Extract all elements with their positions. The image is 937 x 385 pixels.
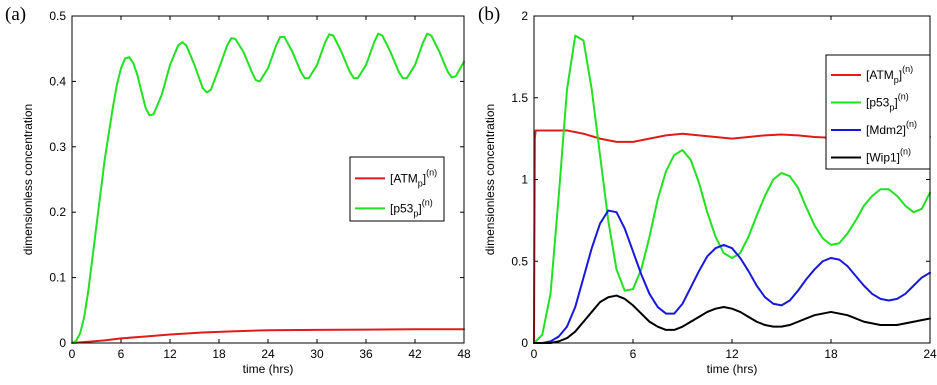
chart-a-xtick-label: 24	[261, 347, 275, 361]
chart-a-x-axis-label: time (hrs)	[243, 362, 294, 376]
chart-b-xtick-label: 24	[923, 347, 937, 361]
chart-b-panel-label: (b)	[478, 4, 500, 25]
chart-a-panel: (a) 0 6 12 18 24 30 36 42 48 0 0.1 0.2 0.3 0.4 0.5 time …	[5, 4, 471, 376]
chart-b-panel: (b) 0 6 12 18 24 0 0.5 1 1.5 2 time (hrs) dimensionl…	[478, 4, 937, 376]
chart-b-ytick-label: 0	[521, 336, 528, 350]
chart-b-ytick-label: 2	[521, 9, 528, 23]
chart-a-legend-box	[349, 156, 445, 222]
chart-b-legend-label-0: [ATMp](n)	[866, 64, 913, 85]
chart-a-legend: [ATMp](n) [p53p](n)	[349, 156, 445, 222]
chart-a-xtick-label: 30	[310, 347, 324, 361]
chart-b-ytick-label: 1.5	[511, 91, 528, 105]
chart-b-ytick-label: 1	[521, 173, 528, 187]
chart-a-xtick-label: 12	[163, 347, 177, 361]
chart-a-series-line-1	[71, 32, 465, 344]
chart-b-y-axis-label: dimensionless concentration	[483, 104, 497, 255]
chart-a-y-axis-label: dimensionless concentration	[21, 104, 35, 255]
chart-a-xtick-label: 0	[69, 347, 76, 361]
chart-a-ytick-label: 0.5	[49, 9, 66, 23]
chart-a-legend-label-1: [p53p](n)	[390, 197, 433, 218]
chart-b-legend-label-2: [Mdm2](n)	[866, 119, 917, 137]
chart-a-ytick-label: 0.2	[49, 205, 66, 219]
chart-b-series-line-1	[533, 34, 931, 344]
chart-a-xtick-label: 42	[408, 347, 422, 361]
chart-b-xtick-label: 18	[824, 347, 838, 361]
chart-a-legend-label-0: [ATMp](n)	[390, 167, 437, 188]
chart-b-series-line-2	[533, 209, 931, 344]
chart-a-xtick-label: 6	[118, 347, 125, 361]
chart-a-ytick-label: 0.4	[49, 74, 66, 88]
chart-b-series-line-3	[533, 294, 931, 344]
chart-a-xtick-label: 48	[457, 347, 471, 361]
chart-b-xtick-label: 0	[531, 347, 538, 361]
chart-b-legend-label-3: [Wip1](n)	[866, 146, 911, 164]
chart-b-ytick-label: 0.5	[511, 254, 528, 268]
chart-b-legend-label-1: [p53p](n)	[866, 91, 909, 112]
chart-a-xtick-label: 36	[359, 347, 373, 361]
chart-a-ytick-label: 0.1	[49, 271, 66, 285]
chart-b-legend: [ATMp](n) [p53p](n) [Mdm2](n) [Wip1](n)	[825, 54, 931, 170]
chart-a-panel-label: (a)	[5, 4, 26, 25]
chart-b-x-axis-label: time (hrs)	[707, 362, 758, 376]
chart-a-ytick-label: 0	[59, 336, 66, 350]
chart-a-ytick-label: 0.3	[49, 140, 66, 154]
chart-a-xtick-label: 18	[212, 347, 226, 361]
chart-b-xtick-label: 12	[725, 347, 739, 361]
chart-a-series-line-0	[71, 328, 465, 344]
chart-b-xtick-label: 6	[630, 347, 637, 361]
